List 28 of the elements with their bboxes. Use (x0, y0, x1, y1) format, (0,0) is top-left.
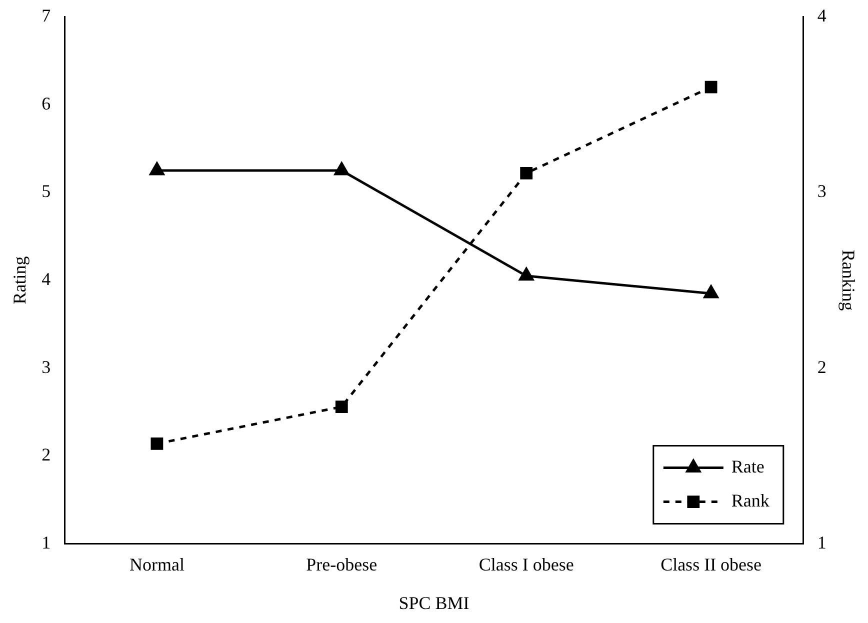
point (519, 268, 534, 281)
point (150, 437, 164, 450)
point (334, 162, 349, 176)
y-tick-label: 5 (42, 181, 51, 202)
x-axis-title: SPC BMI (398, 592, 470, 613)
x-tick-label: Normal (129, 554, 184, 574)
y-tick-label: 2 (42, 444, 51, 465)
point (150, 162, 164, 176)
y-tick-label: 6 (42, 93, 51, 114)
y-tick-label: 1 (42, 532, 51, 553)
x-tick-label: Class I obese (478, 554, 574, 574)
y2-tick-label: 3 (817, 181, 826, 202)
y2-axis-title: Ranking (838, 250, 858, 311)
point (704, 285, 718, 298)
legend-label: Rank (731, 490, 770, 511)
point (520, 166, 533, 180)
y2-tick-label: 1 (817, 532, 826, 553)
x-tick-label: Pre-obese (306, 554, 378, 574)
y2-tick-label: 4 (817, 6, 826, 26)
point (704, 80, 718, 94)
legend-label: Rate (731, 456, 764, 477)
y-axis-title: Rating (10, 256, 30, 304)
y2-tick-label: 2 (817, 356, 826, 377)
x-tick-label: Class II obese (660, 554, 762, 574)
y-tick-label: 7 (42, 6, 51, 26)
y-tick-label: 3 (42, 356, 51, 377)
point (335, 400, 348, 413)
y-tick-label: 4 (42, 269, 51, 290)
